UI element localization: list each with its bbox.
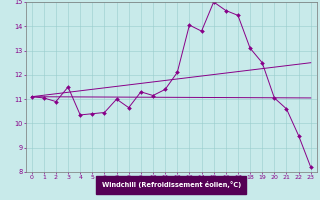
X-axis label: Windchill (Refroidissement éolien,°C): Windchill (Refroidissement éolien,°C) — [101, 181, 241, 188]
